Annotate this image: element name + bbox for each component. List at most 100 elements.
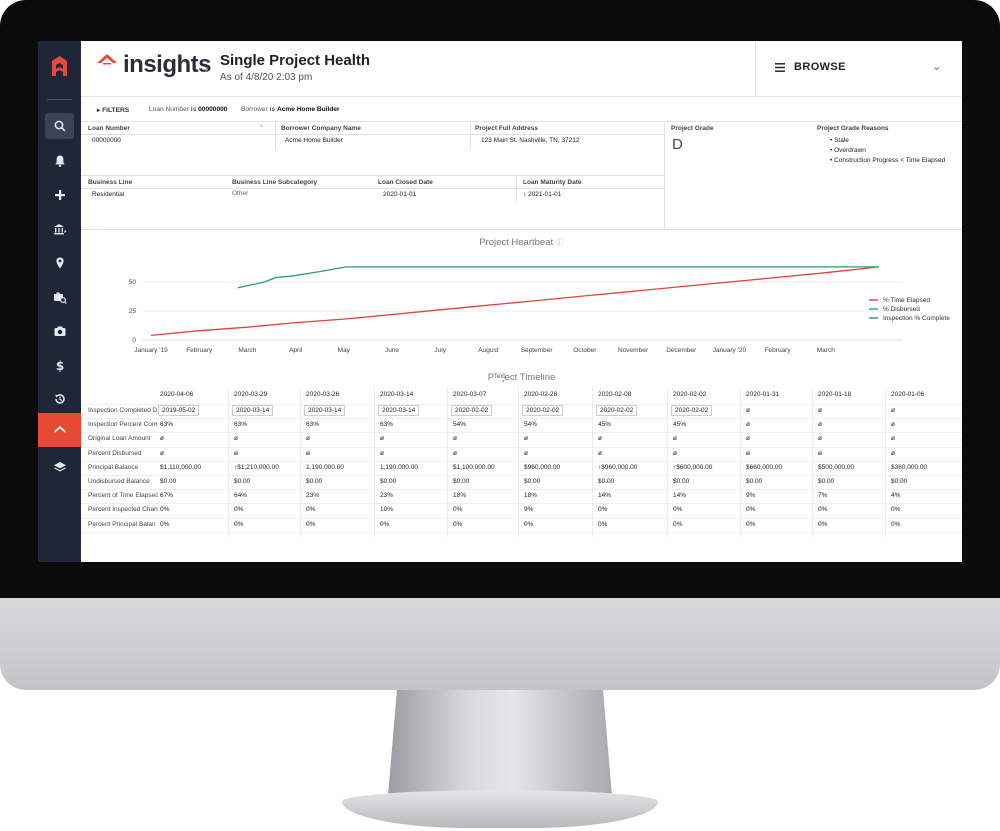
timeline-cell: 0%	[306, 520, 316, 528]
sidebar-camera-button[interactable]	[45, 318, 74, 344]
row-label: Inspection Completed D	[88, 407, 158, 414]
x-tick-label: August	[478, 347, 498, 354]
sidebar-add-button[interactable]	[45, 182, 74, 208]
timeline-cell-input[interactable]: 2020-02-02	[671, 405, 713, 416]
column-header-date[interactable]: 2020-03-14	[380, 391, 414, 398]
filters-toggle[interactable]: ▸ FILTERS	[97, 107, 130, 114]
row-divider	[81, 418, 962, 420]
column-header-date[interactable]: 2020-03-29	[234, 391, 268, 398]
timeline-cell: 63%	[306, 421, 320, 429]
sidebar-location-button[interactable]	[45, 250, 74, 276]
maturity-date-text: 2021-01-01	[528, 191, 562, 198]
grade-panel-divider	[664, 121, 665, 229]
sidebar-finance-button[interactable]: $	[45, 352, 74, 378]
timeline-cell: 0%	[891, 506, 901, 514]
timeline-cell-input[interactable]: 2020-02-02	[522, 405, 564, 416]
timeline-cell: ø	[380, 435, 384, 443]
sidebar-home-button[interactable]	[38, 413, 81, 447]
timeline-cell: $660,000.00	[746, 463, 783, 471]
row-divider	[81, 175, 664, 176]
timeline-cell: $0.00	[524, 478, 541, 485]
timeline-cell: ↑$960,000.00	[598, 463, 638, 471]
sidebar-bank-button[interactable]	[45, 216, 74, 242]
info-grid-border	[81, 121, 664, 122]
location-pin-icon	[55, 257, 64, 269]
sort-chevron-icon[interactable]: ^	[260, 124, 264, 131]
sidebar-layers-button[interactable]	[45, 454, 74, 480]
layers-icon	[53, 462, 66, 472]
timeline-cell: ø	[891, 407, 895, 414]
x-tick-label: September	[521, 347, 554, 354]
x-tick-label: December	[666, 347, 697, 354]
sidebar-notifications-button[interactable]	[45, 148, 74, 174]
timeline-cell-input[interactable]: 2020-03-14	[232, 405, 274, 416]
filter-loan-number-chip[interactable]: Loan Number is 00000000	[149, 106, 227, 113]
x-tick-label: November	[618, 347, 649, 354]
timeline-cell: $500,000.00	[818, 463, 855, 471]
timeline-cell: ↑$600,000.00	[673, 463, 713, 471]
timeline-cell: ø	[891, 435, 895, 443]
row-divider	[81, 446, 962, 448]
timeline-cell: $0.00	[746, 478, 763, 485]
row-divider	[81, 531, 962, 533]
timeline-cell: 23%	[380, 492, 394, 500]
timeline-cell-input[interactable]: 2020-02-02	[451, 405, 493, 416]
brand-logo-text[interactable]: insights	[123, 51, 212, 78]
home-icon	[54, 426, 65, 433]
timeline-cell: $960,000.00	[524, 463, 561, 471]
sidebar-history-button[interactable]	[45, 386, 74, 412]
sidebar-inspection-search-button[interactable]	[45, 284, 74, 310]
timeline-cell-input[interactable]: 2020-02-02	[596, 405, 638, 416]
series-line	[237, 266, 879, 289]
x-tick-label: July	[434, 347, 446, 354]
column-header-date[interactable]: 2020-02-02	[673, 391, 707, 398]
timeline-cell: 45%	[673, 421, 687, 429]
timeline-cell: 64%	[234, 492, 248, 500]
column-header-date[interactable]: 2020-03-26	[306, 391, 340, 398]
column-header-date[interactable]: 2020-04-06	[160, 391, 194, 398]
grade-label: Project Grade	[671, 125, 714, 132]
timeline-cell: ↑$1,210,000.00	[234, 463, 279, 471]
legend-label: % Time Elapsed	[883, 297, 930, 304]
filter-borrower-chip[interactable]: Borrower is Acme Home Builder	[241, 106, 340, 113]
timeline-cell: ø	[306, 449, 310, 457]
info-icon[interactable]: ⓘ	[555, 238, 564, 247]
x-tick-label: March	[238, 347, 256, 354]
timeline-cell-input[interactable]: 2020-03-14	[304, 405, 346, 416]
column-divider	[518, 387, 519, 537]
column-header-date[interactable]: 2020-01-31	[746, 391, 780, 398]
app-logo-icon[interactable]	[50, 55, 69, 77]
filter-loan-value: 00000000	[198, 106, 228, 113]
timeline-cell: 0%	[453, 506, 463, 514]
column-header-date[interactable]: 2020-01-18	[818, 391, 852, 398]
timeline-cell-input[interactable]: 2019-05-02	[158, 405, 200, 416]
camera-icon	[54, 326, 65, 336]
timeline-cell: ø	[818, 421, 822, 429]
x-tick-label: February	[765, 347, 792, 354]
row-label: Percent Principal Balan	[88, 520, 156, 528]
column-header-date[interactable]: 2020-02-08	[598, 391, 632, 398]
column-header-date[interactable]: 2020-01-06	[891, 391, 925, 398]
column-header-date[interactable]: 2020-03-07	[453, 391, 487, 398]
timeline-cell: ø	[746, 449, 750, 457]
closed-date-label: Loan Closed Date	[378, 179, 433, 186]
sidebar-search-button[interactable]	[45, 113, 74, 139]
timeline-cell-input[interactable]: 2020-03-14	[378, 405, 420, 416]
timeline-cell: 63%	[380, 421, 394, 429]
app-header: insights › Single Project Health As of 4…	[81, 41, 962, 97]
legend-label: Inspection % Complete	[883, 315, 950, 322]
row-divider	[81, 475, 962, 476]
column-divider	[300, 387, 301, 537]
section-divider	[81, 229, 962, 230]
browse-menu-button[interactable]: BROWSE ⌄	[755, 41, 962, 96]
x-tick-label: April	[289, 347, 303, 354]
business-line-label: Business Line	[88, 179, 133, 186]
timeline-cell: ø	[306, 435, 310, 443]
column-header-date[interactable]: 2020-02-28	[524, 391, 558, 398]
timeline-cell: ø	[524, 449, 528, 457]
chart-canvas: 0 25 50 January '19 February March April May Jun…	[129, 266, 950, 354]
filter-borrower-operator: is	[269, 106, 276, 113]
y-tick-label: 25	[129, 308, 137, 315]
row-label: Percent Inspected Chan	[88, 506, 158, 514]
timeline-cell: 0%	[891, 520, 901, 528]
